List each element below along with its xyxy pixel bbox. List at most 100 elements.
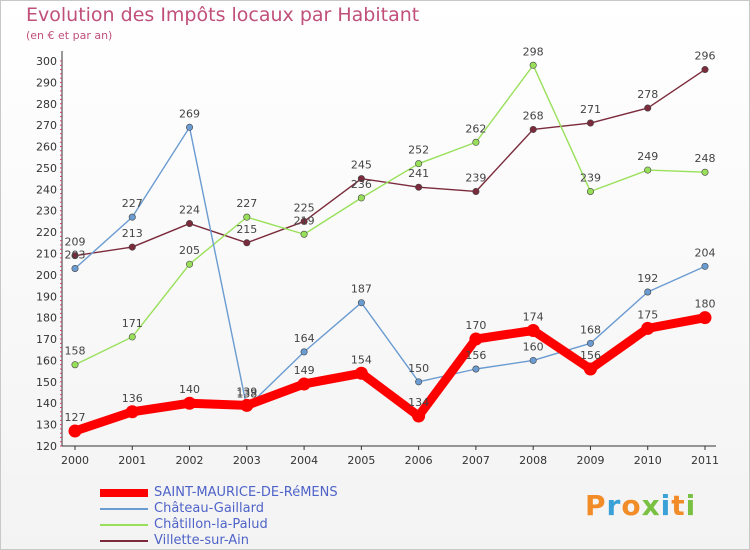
data-point <box>71 361 79 369</box>
data-label: 298 <box>523 45 544 58</box>
data-point <box>357 175 365 183</box>
data-point <box>472 365 480 373</box>
data-label: 239 <box>465 171 486 184</box>
x-tick-label: 2002 <box>176 454 204 467</box>
y-tick-label: 270 <box>36 119 57 132</box>
x-tick-label: 2003 <box>233 454 261 467</box>
data-point <box>644 104 652 112</box>
logo-letter: P <box>585 489 607 522</box>
y-tick-label: 140 <box>36 397 57 410</box>
data-label: 245 <box>351 159 372 172</box>
data-label: 138 <box>236 388 257 401</box>
data-label: 296 <box>695 50 716 63</box>
y-tick-label: 220 <box>36 226 57 239</box>
legend-swatch <box>100 508 148 510</box>
data-label: 175 <box>637 308 658 321</box>
data-point <box>472 138 480 146</box>
data-point <box>71 264 79 272</box>
data-label: 203 <box>65 248 86 261</box>
logo-letter: r <box>606 489 622 522</box>
data-point <box>128 333 136 341</box>
data-point <box>641 321 655 335</box>
chart-title: Evolution des Impôts locaux par Habitant <box>26 4 420 26</box>
legend-swatch <box>100 524 148 526</box>
series-line-3 <box>74 68 706 257</box>
legend-label: Château-Gaillard <box>154 501 264 516</box>
data-label: 168 <box>580 323 601 336</box>
data-point <box>586 187 594 195</box>
x-tick-label: 2000 <box>61 454 89 467</box>
logo-letter: x <box>641 489 661 522</box>
data-label: 171 <box>122 317 143 330</box>
data-point <box>644 288 652 296</box>
data-point <box>469 332 483 346</box>
data-label: 127 <box>65 411 86 424</box>
data-label: 187 <box>351 283 372 296</box>
proxiti-logo: Proxiti <box>585 489 696 522</box>
y-tick-label: 160 <box>36 354 57 367</box>
data-label: 239 <box>580 171 601 184</box>
data-point <box>357 194 365 202</box>
x-tick-label: 2006 <box>405 454 433 467</box>
data-label: 164 <box>294 332 315 345</box>
data-label: 174 <box>523 311 544 324</box>
data-label: 225 <box>294 201 315 214</box>
x-tick-label: 2005 <box>347 454 375 467</box>
legend-label: SAINT-MAURICE-DE-RéMENS <box>154 485 338 500</box>
legend-label: Châtillon-la-Palud <box>154 517 268 532</box>
axes-group <box>60 51 716 447</box>
y-tick-label: 290 <box>36 76 57 89</box>
data-label: 204 <box>695 246 716 259</box>
series-points <box>68 61 712 438</box>
data-point <box>71 252 79 260</box>
data-point <box>701 66 709 74</box>
data-label: 213 <box>122 227 143 240</box>
logo-letter: i <box>685 489 697 522</box>
data-label: 192 <box>637 272 658 285</box>
series-line-2 <box>74 64 706 366</box>
y-tick-label: 190 <box>36 290 57 303</box>
legend-label: Villette-sur-Ain <box>154 533 249 548</box>
data-label: 205 <box>179 244 200 257</box>
y-tick-label: 300 <box>36 55 57 68</box>
data-label: 136 <box>122 392 143 405</box>
data-point <box>529 356 537 364</box>
y-tick-label: 150 <box>36 376 57 389</box>
data-point <box>529 61 537 69</box>
series-line-0 <box>70 313 710 436</box>
x-tick-label: 2010 <box>634 454 662 467</box>
x-axis-ticks: 2000 2001 2002 2003 2004 2005 2006 2007 2008 2009… <box>61 446 719 467</box>
data-point <box>415 183 423 191</box>
data-point <box>297 377 311 391</box>
data-label: 156 <box>465 349 486 362</box>
data-label: 241 <box>408 167 429 180</box>
data-label: 170 <box>465 319 486 332</box>
data-label: 219 <box>294 214 315 227</box>
data-label: 248 <box>695 152 716 165</box>
data-label: 160 <box>523 340 544 353</box>
logo-letter: t <box>671 489 686 522</box>
data-label: 156 <box>580 349 601 362</box>
data-label: 278 <box>637 88 658 101</box>
data-label: 180 <box>695 298 716 311</box>
data-point <box>698 311 712 325</box>
data-label: 227 <box>122 197 143 210</box>
data-label: 224 <box>179 204 200 217</box>
data-label: 262 <box>465 122 486 135</box>
data-label: 158 <box>65 345 86 358</box>
data-point <box>354 366 368 380</box>
data-point <box>586 119 594 127</box>
data-point <box>415 160 423 168</box>
data-label: 150 <box>408 362 429 375</box>
data-label: 209 <box>65 236 86 249</box>
y-tick-label: 230 <box>36 205 57 218</box>
y-tick-label: 240 <box>36 183 57 196</box>
data-label: 154 <box>351 353 372 366</box>
y-tick-label: 280 <box>36 98 57 111</box>
data-point <box>183 396 197 410</box>
data-point <box>357 299 365 307</box>
data-label: 227 <box>236 197 257 210</box>
data-point <box>243 239 251 247</box>
data-label: 139 <box>236 385 257 398</box>
